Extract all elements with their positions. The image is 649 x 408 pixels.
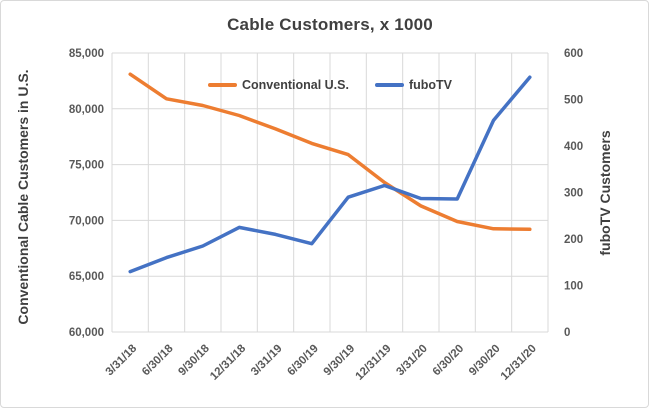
x-axis-tick-label: 12/31/20: [499, 343, 539, 383]
x-axis-tick-label: 12/31/19: [353, 343, 393, 383]
chart-title: Cable Customers, x 1000: [227, 15, 433, 34]
series-line-fubotv: [128, 75, 532, 274]
right-axis-tick-label: 100: [564, 281, 583, 293]
x-axis-tick-label: 3/31/18: [104, 342, 140, 378]
x-axis-tick-label: 6/30/19: [285, 343, 321, 379]
right-axis-tick-label: 0: [564, 327, 570, 339]
right-axis-tick-label: 600: [564, 48, 583, 60]
legend-label-conventional: Conventional U.S.: [242, 78, 349, 92]
x-axis-tick-label: 6/30/20: [431, 343, 467, 379]
left-axis-tick-label: 70,000: [69, 215, 104, 227]
left-axis-tick-label: 65,000: [69, 271, 104, 283]
series-line-conventional-u-s-: [128, 72, 532, 232]
left-axis-tick-label: 75,000: [69, 160, 104, 172]
legend: Conventional U.S. fuboTV: [112, 78, 548, 92]
x-axis-tick-label: 9/30/20: [467, 343, 503, 379]
x-axis-tick-label: 6/30/18: [140, 342, 176, 378]
right-axis-tick-label: 200: [564, 234, 583, 246]
left-axis-tick-label: 60,000: [69, 327, 104, 339]
x-axis-tick-label: 12/31/18: [208, 342, 249, 383]
left-axis-tick-label: 85,000: [69, 48, 104, 60]
legend-item-fubotv: fuboTV: [374, 78, 452, 92]
left-axis-tick-label: 80,000: [69, 104, 104, 116]
legend-item-conventional: Conventional U.S.: [208, 78, 349, 92]
right-axis-tick-label: 500: [564, 95, 583, 107]
x-axis-tick-label: 3/31/20: [394, 343, 430, 379]
legend-swatch-conventional-line: [208, 82, 237, 88]
right-axis-tick-label: 300: [564, 188, 583, 200]
x-axis-tick-label: 9/30/18: [176, 342, 212, 378]
legend-swatch-fubotv-line: [374, 82, 404, 88]
right-axis-tick-label: 400: [564, 141, 583, 153]
x-axis-tick-label: 3/31/19: [249, 343, 285, 379]
x-axis-tick-label: 9/30/19: [322, 343, 358, 379]
legend-label-fubotv: fuboTV: [408, 78, 452, 92]
